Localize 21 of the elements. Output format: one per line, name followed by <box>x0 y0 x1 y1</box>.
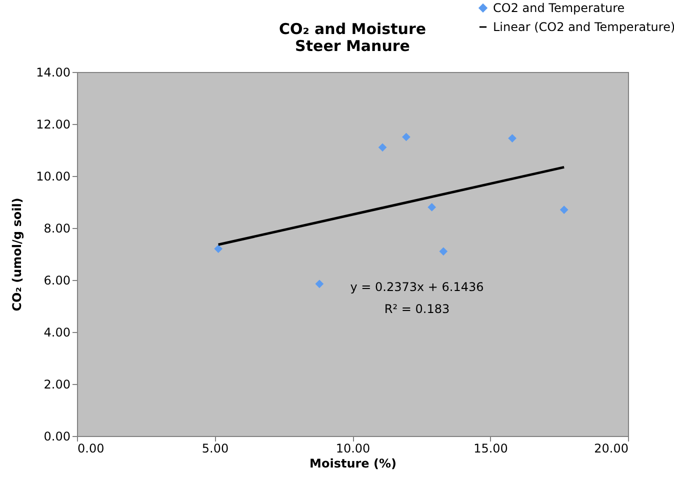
y-tick-label: 6.00 <box>44 274 70 288</box>
legend-label: CO2 and Temperature <box>493 1 625 15</box>
y-tick-label: 2.00 <box>44 378 70 392</box>
x-tick-label: 0.00 <box>78 442 104 456</box>
y-tick-label: 10.00 <box>36 170 70 184</box>
x-tick-label: 5.00 <box>202 442 229 456</box>
y-tick-label: 12.00 <box>36 118 70 132</box>
text: CO₂ and Moisture <box>278 20 426 38</box>
y-axis-title: CO₂ (umol/g soil) <box>10 198 24 312</box>
y-tick-label: 14.00 <box>36 66 70 80</box>
x-tick-label: 15.00 <box>474 442 508 456</box>
x-tick-label: 10.00 <box>336 442 370 456</box>
annotation: y = 0.2373x + 6.1436 <box>350 280 484 294</box>
annotation: R² = 0.183 <box>384 302 450 316</box>
y-tick-label: 0.00 <box>44 430 70 444</box>
x-tick-label: 20.00 <box>594 442 628 456</box>
x-axis-title: Moisture (%) <box>310 456 396 470</box>
legend-label: Linear (CO2 and Temperature) <box>493 20 674 34</box>
text: Steer Manure <box>295 37 410 55</box>
y-tick-label: 4.00 <box>44 326 70 340</box>
y-tick-label: 8.00 <box>44 222 70 236</box>
